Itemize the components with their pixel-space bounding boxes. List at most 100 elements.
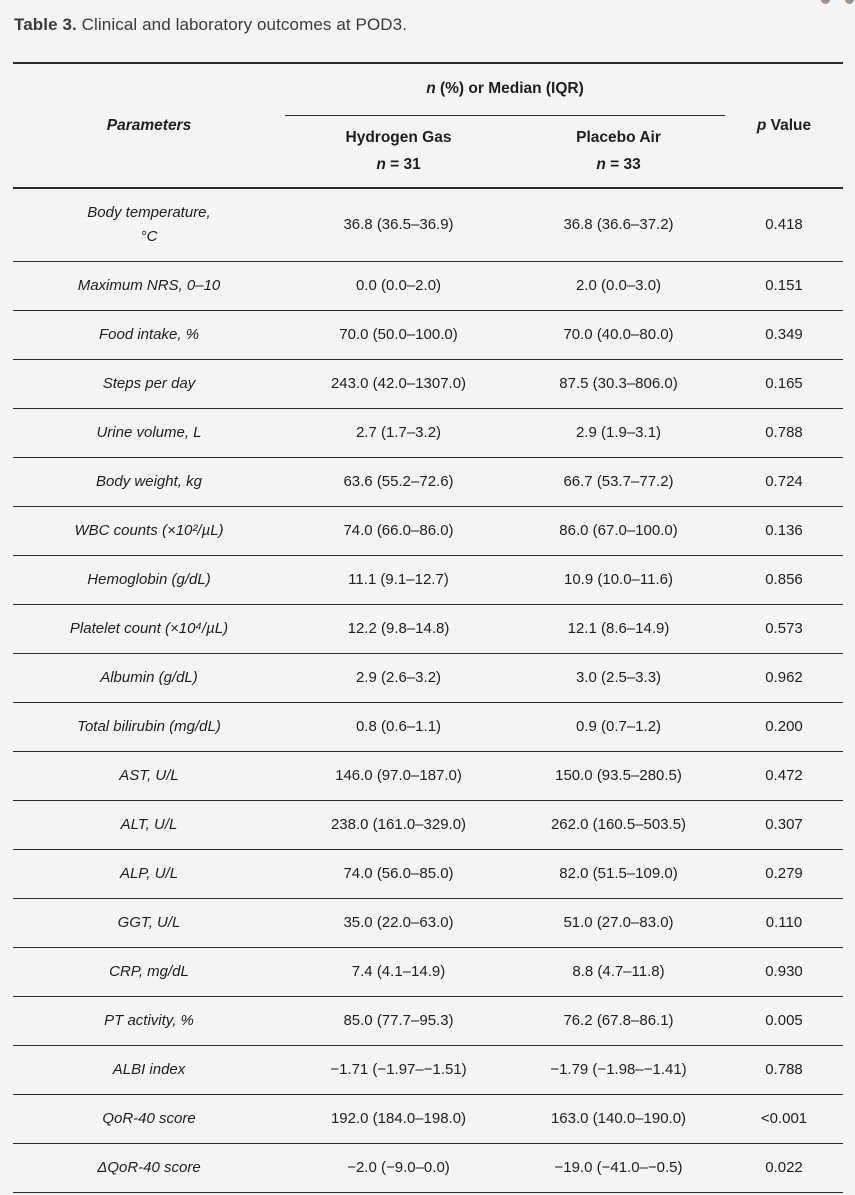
hydrogen-value-cell: −2.0 (−9.0–0.0): [347, 1158, 450, 1176]
hydrogen-value-cell: 35.0 (22.0–63.0): [343, 913, 454, 931]
placebo-value-cell: 262.0 (160.5–503.5): [550, 815, 687, 833]
table-body: Body temperature, °C 36.8 (36.5–36.9) 36.8 …: [13, 188, 843, 1195]
hydrogen-value-cell: 0.8 (0.6–1.1): [355, 717, 442, 735]
p-value-cell: 0.573: [765, 619, 803, 637]
parameter-cell: ALP, U/L: [119, 865, 179, 882]
table-row: Steps per day 243.0 (42.0–1307.0) 87.5 (30…: [13, 359, 843, 409]
placebo-value-cell: 150.0 (93.5–280.5): [555, 766, 682, 784]
parameter-cell: Food intake, %: [98, 326, 200, 343]
p-value-cell: 0.165: [765, 374, 803, 392]
table-row: Platelet count (×10⁴/µL) 12.2 (9.8–14.8) 1…: [13, 604, 843, 654]
table-row: Body temperature, °C 36.8 (36.5–36.9) 36.8 …: [13, 188, 843, 262]
hydrogen-value-cell: 36.8 (36.5–36.9): [343, 215, 454, 233]
hydrogen-value-cell: −1.71 (−1.97–−1.51): [330, 1060, 467, 1078]
hydrogen-value-cell: 243.0 (42.0–1307.0): [330, 374, 467, 392]
parameter-cell: Steps per day: [102, 375, 196, 392]
p-value-cell: 0.307: [765, 815, 803, 833]
table-row: GGT, U/L 35.0 (22.0–63.0) 51.0 (27.0–83.0)…: [13, 898, 843, 948]
p-value-cell: 0.788: [765, 423, 803, 441]
table-row: Urine volume, L 2.7 (1.7–3.2) 2.9 (1.9–3.1…: [13, 408, 843, 458]
hydrogen-value-cell: 0.0 (0.0–2.0): [355, 276, 442, 294]
table-row: Hemoglobin (g/dL) 11.1 (9.1–12.7) 10.9 (10…: [13, 555, 843, 605]
placebo-value-cell: 0.9 (0.7–1.2): [575, 717, 662, 735]
parameters-header: Parameters: [13, 63, 285, 189]
p-value-cell: 0.856: [765, 570, 803, 588]
p-value-header: p Value: [725, 63, 843, 189]
placebo-value-cell: 70.0 (40.0–80.0): [563, 325, 674, 343]
table-row: CRP, mg/dL 7.4 (4.1–14.9) 8.8 (4.7–11.8) 0.…: [13, 947, 843, 997]
table-caption: Table 3. Clinical and laboratory outcome…: [0, 0, 855, 35]
placebo-value-cell: −1.79 (−1.98–−1.41): [550, 1060, 687, 1078]
parameter-cell: CRP, mg/dL: [109, 963, 189, 980]
parameter-cell: PT activity, %: [104, 1012, 194, 1029]
parameter-cell: Body weight, kg: [96, 473, 202, 490]
parameter-cell: ALBI index: [112, 1061, 186, 1078]
placebo-value-cell: 3.0 (2.5–3.3): [575, 668, 662, 686]
hydrogen-value-cell: 63.6 (55.2–72.6): [343, 472, 454, 490]
p-value-cell: 0.200: [765, 717, 803, 735]
placebo-value-cell: 51.0 (27.0–83.0): [563, 913, 674, 931]
table-row: WBC counts (×10²/µL) 74.0 (66.0–86.0) 86.0…: [13, 506, 843, 556]
placebo-value-cell: 2.0 (0.0–3.0): [575, 276, 662, 294]
parameter-cell: WBC counts (×10²/µL): [74, 522, 224, 539]
outcomes-table: Parameters n (%) or Median (IQR) p Value…: [13, 62, 843, 1195]
table-row: Food intake, % 70.0 (50.0–100.0) 70.0 (40.…: [13, 310, 843, 360]
hydrogen-value-cell: 85.0 (77.7–95.3): [343, 1011, 454, 1029]
table-row: Maximum NRS, 0–10 0.0 (0.0–2.0) 2.0 (0.0–3…: [13, 261, 843, 311]
p-value-cell: 0.418: [765, 215, 803, 233]
hydrogen-value-cell: 12.2 (9.8–14.8): [347, 619, 450, 637]
p-value-cell: <0.001: [760, 1109, 808, 1127]
p-value-cell: 0.151: [765, 276, 803, 294]
parameter-cell: Urine volume, L: [96, 424, 202, 441]
placebo-value-cell: 82.0 (51.5–109.0): [559, 864, 678, 882]
hydrogen-gas-header: Hydrogen Gas n = 31: [285, 115, 512, 189]
table-row: ΔQoR-40 score −2.0 (−9.0–0.0) −19.0 (−41.0…: [13, 1143, 843, 1193]
table-row: AST, U/L 146.0 (97.0–187.0) 150.0 (93.5–28…: [13, 751, 843, 801]
hydrogen-value-cell: 7.4 (4.1–14.9): [351, 962, 446, 980]
hydrogen-value-cell: 70.0 (50.0–100.0): [339, 325, 458, 343]
hydrogen-value-cell: 74.0 (56.0–85.0): [343, 864, 454, 882]
placebo-value-cell: 12.1 (8.6–14.9): [567, 619, 670, 637]
p-value-cell: 0.349: [765, 325, 803, 343]
placebo-value-cell: 86.0 (67.0–100.0): [559, 521, 678, 539]
parameter-cell: Maximum NRS, 0–10: [77, 277, 221, 294]
p-value-cell: 0.788: [765, 1060, 803, 1078]
parameter-cell: Hemoglobin (g/dL): [87, 571, 211, 588]
placebo-value-cell: 87.5 (30.3–806.0): [559, 374, 678, 392]
table-row: Total bilirubin (mg/dL) 0.8 (0.6–1.1) 0.9 …: [13, 702, 843, 752]
parameter-cell: ALT, U/L: [120, 816, 178, 833]
table-caption-text: Clinical and laboratory outcomes at POD3…: [76, 15, 408, 34]
placebo-air-header: Placebo Air n = 33: [512, 115, 725, 189]
parameter-cell: Total bilirubin (mg/dL): [77, 718, 221, 735]
hydrogen-value-cell: 238.0 (161.0–329.0): [330, 815, 467, 833]
p-value-cell: 0.472: [765, 766, 803, 784]
p-value-cell: 0.022: [765, 1158, 803, 1176]
hydrogen-value-cell: 2.7 (1.7–3.2): [355, 423, 442, 441]
p-value-cell: 0.962: [765, 668, 803, 686]
table-row: QoR-40 score 192.0 (184.0–198.0) 163.0 (14…: [13, 1094, 843, 1144]
table-caption-label: Table 3.: [14, 15, 77, 34]
hydrogen-value-cell: 2.9 (2.6–3.2): [355, 668, 442, 686]
clipped-icon: [845, 0, 854, 4]
hydrogen-value-cell: 74.0 (66.0–86.0): [343, 521, 454, 539]
table-header: Parameters n (%) or Median (IQR) p Value…: [13, 63, 843, 189]
p-value-cell: 0.279: [765, 864, 803, 882]
placebo-value-cell: 163.0 (140.0–190.0): [550, 1109, 687, 1127]
table-row: PT activity, % 85.0 (77.7–95.3) 76.2 (67.8…: [13, 996, 843, 1046]
spanner-header: n (%) or Median (IQR): [285, 63, 725, 116]
parameter-cell: ΔQoR-40 score: [97, 1159, 201, 1176]
table-row: ALBI index −1.71 (−1.97–−1.51) −1.79 (−1.9…: [13, 1045, 843, 1095]
clipped-icon: [821, 0, 830, 4]
placebo-value-cell: −19.0 (−41.0–−0.5): [554, 1158, 683, 1176]
parameter-cell: Platelet count (×10⁴/µL): [69, 620, 229, 637]
parameter-cell: QoR-40 score: [102, 1110, 196, 1127]
table-row: Urinary 8-OHdG7.6 (5.1–10.4)5.7 (3.7–9.0…: [13, 1192, 843, 1195]
parameter-cell: GGT, U/L: [117, 914, 181, 931]
placebo-value-cell: 66.7 (53.7–77.2): [563, 472, 674, 490]
table-row: ALT, U/L 238.0 (161.0–329.0) 262.0 (160.5–…: [13, 800, 843, 850]
placebo-value-cell: 76.2 (67.8–86.1): [563, 1011, 674, 1029]
table-row: Body weight, kg 63.6 (55.2–72.6) 66.7 (53.…: [13, 457, 843, 507]
hydrogen-value-cell: 146.0 (97.0–187.0): [335, 766, 462, 784]
placebo-value-cell: 36.8 (36.6–37.2): [563, 215, 674, 233]
placebo-value-cell: 2.9 (1.9–3.1): [575, 423, 662, 441]
